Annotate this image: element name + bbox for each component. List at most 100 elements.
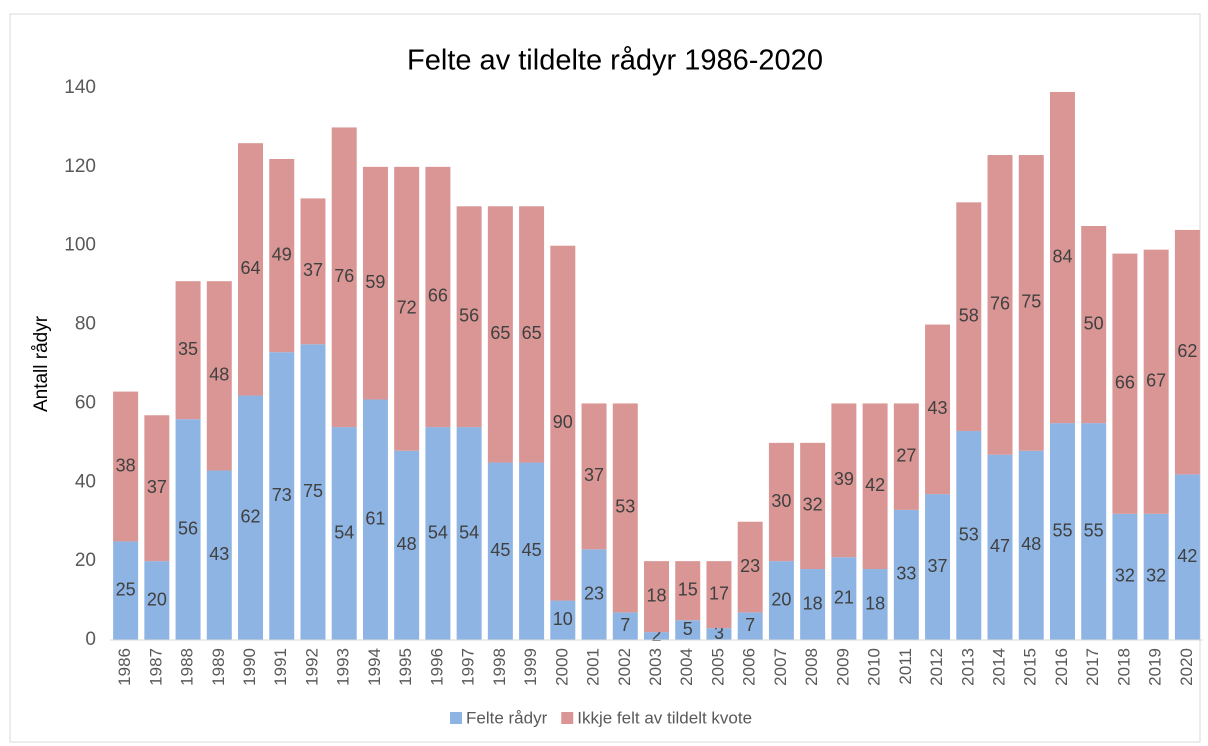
bar-segment — [612, 612, 638, 640]
bar-segment — [644, 561, 669, 633]
data-label: 66 — [1115, 372, 1135, 392]
data-label: 32 — [803, 495, 823, 515]
legend-label: Felte rådyr — [466, 708, 548, 727]
data-label: 67 — [1146, 370, 1166, 390]
bar-segment — [581, 403, 607, 550]
x-tick-label: 1997 — [459, 648, 478, 686]
bar-segment — [1049, 423, 1075, 640]
y-axis-title: Antall rådyr — [31, 315, 52, 412]
bar-segment — [1081, 226, 1107, 424]
x-tick-label: 1998 — [490, 648, 509, 686]
bar-segment — [1143, 249, 1169, 514]
bar-segment — [269, 352, 295, 640]
bar-segment — [425, 166, 451, 428]
data-label: 58 — [959, 305, 979, 325]
data-label: 30 — [771, 491, 791, 511]
bar-segment — [956, 202, 982, 432]
data-label: 61 — [365, 508, 385, 528]
bar-segment — [862, 569, 888, 640]
data-label: 72 — [397, 298, 417, 318]
data-label: 45 — [490, 540, 510, 560]
x-tick-label: 2007 — [771, 648, 790, 686]
data-label: 76 — [990, 294, 1010, 314]
bar-segment — [987, 454, 1013, 640]
x-tick-label: 1996 — [427, 648, 446, 686]
bar-segment — [1143, 513, 1169, 640]
bar-segment — [144, 415, 170, 562]
data-label: 65 — [490, 323, 510, 343]
y-tick-label: 20 — [75, 550, 96, 571]
bar-segment — [550, 245, 576, 601]
x-tick-label: 1986 — [115, 648, 134, 686]
data-label: 7 — [620, 615, 630, 635]
x-tick-label: 2013 — [958, 648, 977, 686]
y-tick-label: 0 — [85, 629, 96, 650]
x-tick-label: 2019 — [1146, 648, 1165, 686]
x-tick-label: 2016 — [1052, 648, 1071, 686]
data-label: 17 — [709, 583, 729, 603]
bar-segment — [487, 462, 513, 640]
bar-segment — [987, 155, 1013, 455]
bar-segment — [612, 403, 638, 613]
x-tick-label: 2000 — [552, 648, 571, 686]
data-label: 64 — [241, 258, 261, 278]
data-label: 32 — [1146, 566, 1166, 586]
bar-segment — [206, 470, 232, 640]
data-label: 48 — [1021, 534, 1041, 554]
data-label: 55 — [1052, 520, 1072, 540]
data-label: 53 — [615, 497, 635, 517]
y-tick-label: 40 — [75, 471, 96, 492]
data-label: 56 — [459, 305, 479, 325]
y-tick-label: 80 — [75, 314, 96, 335]
data-label: 62 — [241, 507, 261, 527]
x-tick-label: 2012 — [927, 648, 946, 686]
y-tick-label: 140 — [64, 77, 96, 98]
bar-segment — [362, 399, 388, 640]
data-label: 37 — [147, 477, 167, 497]
x-tick-label: 2004 — [677, 648, 696, 686]
data-label: 48 — [397, 534, 417, 554]
x-tick-label: 2018 — [1114, 648, 1133, 686]
data-label: 49 — [272, 244, 292, 264]
bar-segment — [831, 557, 857, 640]
data-label: 37 — [303, 260, 323, 280]
data-label: 20 — [771, 589, 791, 609]
data-label: 37 — [928, 556, 948, 576]
x-tick-label: 2015 — [1021, 648, 1040, 686]
bar-segment — [456, 427, 482, 640]
bar-segment — [269, 158, 295, 353]
x-tick-label: 1995 — [396, 648, 415, 686]
bar-segment — [737, 521, 763, 613]
bar-segment — [706, 628, 732, 640]
x-tick-label: 2001 — [584, 648, 603, 686]
bar-segment — [768, 561, 794, 640]
data-label: 18 — [646, 585, 666, 605]
bar-segment — [519, 462, 545, 640]
x-tick-label: 2010 — [865, 648, 884, 686]
x-tick-label: 1990 — [240, 648, 259, 686]
bar-segment — [1018, 155, 1044, 451]
y-tick-label: 100 — [64, 235, 96, 256]
legend-swatch — [450, 712, 462, 724]
data-label: 56 — [178, 518, 198, 538]
bar-segment — [1018, 450, 1044, 640]
bar-segment — [800, 569, 826, 640]
data-label: 3 — [714, 623, 724, 643]
data-label: 2 — [651, 625, 661, 645]
bar-segment — [925, 494, 951, 640]
bar-segment — [238, 143, 264, 396]
data-label: 18 — [803, 593, 823, 613]
bar-segment — [1174, 474, 1200, 640]
x-tick-label: 2011 — [896, 648, 915, 685]
bar-segment — [737, 612, 763, 640]
x-tick-label: 2005 — [708, 648, 727, 686]
bar-segment — [644, 632, 669, 640]
bar-segment — [425, 427, 451, 640]
bar-segment — [394, 166, 420, 451]
data-label: 21 — [834, 587, 854, 607]
data-label: 84 — [1052, 246, 1072, 266]
bar-segment — [768, 442, 794, 562]
data-label: 23 — [740, 556, 760, 576]
data-label: 43 — [928, 398, 948, 418]
legend-label: Ikkje felt av tildelt kvote — [577, 708, 752, 727]
